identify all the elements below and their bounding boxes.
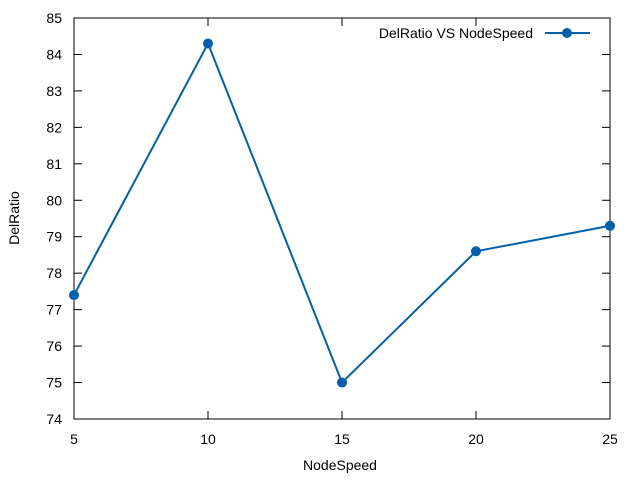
legend: DelRatio VS NodeSpeed [379, 25, 590, 41]
data-point [69, 290, 79, 301]
x-tick-label: 15 [334, 431, 350, 447]
data-point [605, 220, 615, 231]
data-point [337, 377, 347, 388]
x-axis: 5 10 15 20 25 [70, 18, 618, 447]
y-axis-label: DelRatio [6, 191, 22, 245]
y-tick-label: 79 [46, 229, 62, 245]
y-tick-label: 77 [46, 302, 62, 318]
y-tick-label: 85 [46, 10, 62, 26]
series-line [73, 41, 611, 385]
legend-marker [562, 28, 572, 38]
y-tick-label: 80 [46, 192, 62, 208]
data-point [203, 38, 213, 49]
y-tick-label: 83 [46, 83, 62, 99]
y-tick-label: 74 [46, 411, 62, 427]
y-axis: 74 75 76 77 78 79 80 81 82 83 84 85 [46, 10, 610, 427]
y-tick-label: 84 [46, 46, 62, 62]
x-tick-label: 5 [70, 431, 78, 447]
y-tick-label: 82 [46, 119, 62, 135]
x-tick-label: 25 [602, 431, 618, 447]
y-tick-label: 78 [46, 265, 62, 281]
y-tick-label: 81 [46, 156, 62, 172]
x-tick-label: 20 [468, 431, 484, 447]
plot-frame [73, 17, 611, 420]
x-tick-label: 10 [200, 431, 216, 447]
data-point [471, 246, 481, 257]
x-axis-label: NodeSpeed [303, 457, 377, 473]
series-layer [69, 38, 615, 388]
y-tick-label: 76 [46, 338, 62, 354]
y-tick-label: 75 [46, 375, 62, 391]
legend-label: DelRatio VS NodeSpeed [379, 25, 533, 41]
